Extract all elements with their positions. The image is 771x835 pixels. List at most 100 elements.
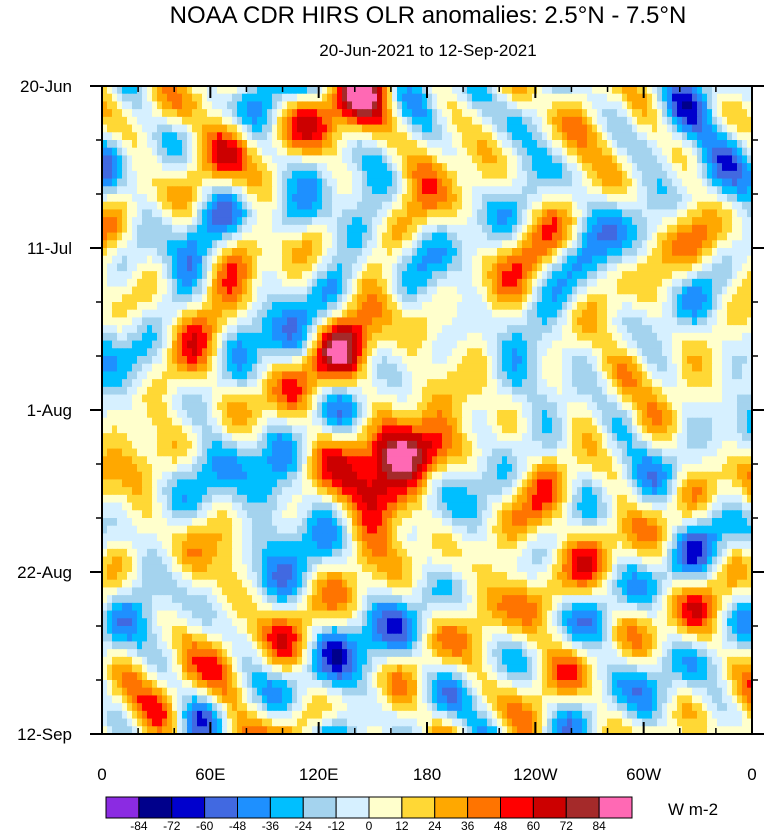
heatmap-cell: [157, 209, 163, 218]
heatmap-cell: [127, 132, 133, 141]
heatmap-cell: [472, 340, 478, 349]
heatmap-cell: [272, 325, 278, 334]
heatmap-cell: [652, 140, 658, 149]
heatmap-cell: [122, 332, 128, 342]
heatmap-cell: [362, 332, 368, 342]
heatmap-cell: [182, 93, 188, 103]
heatmap-cell: [217, 132, 223, 141]
heatmap-cell: [407, 147, 413, 157]
heatmap-cell: [427, 178, 433, 187]
heatmap-cell: [127, 155, 133, 164]
heatmap-cell: [742, 140, 748, 149]
heatmap-cell: [177, 363, 183, 373]
heatmap-cell: [507, 155, 513, 164]
heatmap-cell: [197, 286, 203, 295]
heatmap-cell: [392, 240, 398, 249]
heatmap-cell: [357, 116, 363, 126]
heatmap-cell: [297, 217, 303, 226]
heatmap-cell: [137, 263, 143, 272]
heatmap-cell: [677, 363, 683, 373]
heatmap-cell: [507, 271, 513, 280]
heatmap-cell: [167, 263, 173, 272]
heatmap-cell: [612, 163, 618, 172]
heatmap-cell: [577, 348, 583, 357]
heatmap-cell: [342, 317, 348, 326]
heatmap-cell: [517, 124, 523, 133]
heatmap-cell: [512, 116, 518, 126]
heatmap-cell: [627, 186, 633, 195]
heatmap-cell: [692, 278, 698, 288]
heatmap-cell: [297, 263, 303, 272]
heatmap-cell: [262, 109, 268, 118]
heatmap-cell: [467, 325, 473, 334]
heatmap-cell: [687, 124, 693, 133]
heatmap-cell: [207, 163, 213, 172]
heatmap-cell: [637, 255, 643, 265]
heatmap-cell: [477, 178, 483, 187]
heatmap-cell: [152, 101, 158, 110]
heatmap-cell: [102, 348, 108, 357]
heatmap-cell: [482, 325, 488, 334]
heatmap-cell: [587, 109, 593, 118]
heatmap-cell: [542, 186, 548, 195]
heatmap-cell: [597, 278, 603, 288]
heatmap-cell: [332, 109, 338, 118]
heatmap-cell: [692, 178, 698, 187]
heatmap-cell: [577, 309, 583, 319]
heatmap-cell: [222, 109, 228, 118]
heatmap-cell: [557, 209, 563, 218]
heatmap-cell: [677, 178, 683, 187]
heatmap-cell: [157, 255, 163, 265]
heatmap-cell: [672, 86, 678, 95]
heatmap-cell: [162, 209, 168, 218]
heatmap-cell: [197, 294, 203, 303]
heatmap-cell: [132, 240, 138, 249]
heatmap-cell: [662, 294, 668, 303]
heatmap-cell: [327, 240, 333, 249]
heatmap-cell: [657, 132, 663, 141]
heatmap-cell: [422, 101, 428, 110]
heatmap-cell: [527, 348, 533, 357]
heatmap-cell: [287, 86, 293, 95]
heatmap-cell: [362, 163, 368, 172]
heatmap-cell: [447, 155, 453, 164]
heatmap-cell: [527, 109, 533, 118]
heatmap-cell: [102, 170, 108, 180]
heatmap-cell: [277, 286, 283, 295]
heatmap-cell: [707, 147, 713, 157]
heatmap-cell: [522, 302, 528, 311]
heatmap-cell: [322, 248, 328, 257]
heatmap-cell: [277, 163, 283, 172]
heatmap-cell: [232, 163, 238, 172]
heatmap-cell: [352, 101, 358, 110]
heatmap-cell: [142, 186, 148, 195]
heatmap-cell: [567, 116, 573, 126]
heatmap-cell: [592, 317, 598, 326]
heatmap-cell: [537, 286, 543, 295]
heatmap-cell: [187, 286, 193, 295]
heatmap-cell: [617, 371, 623, 380]
heatmap-cell: [147, 201, 153, 211]
heatmap-cell: [212, 278, 218, 288]
heatmap-cell: [182, 309, 188, 319]
heatmap-cell: [632, 348, 638, 357]
heatmap-cell: [557, 278, 563, 288]
heatmap-cell: [302, 86, 308, 95]
heatmap-cell: [567, 263, 573, 272]
heatmap-cell: [557, 224, 563, 234]
heatmap-cell: [402, 348, 408, 357]
heatmap-cell: [662, 178, 668, 187]
heatmap-cell: [627, 132, 633, 141]
heatmap-cell: [542, 240, 548, 249]
heatmap-cell: [732, 302, 738, 311]
heatmap-cell: [722, 186, 728, 195]
heatmap-cell: [167, 147, 173, 157]
heatmap-cell: [677, 217, 683, 226]
heatmap-cell: [747, 325, 753, 334]
heatmap-cell: [607, 294, 613, 303]
heatmap-cell: [712, 132, 718, 141]
heatmap-cell: [562, 325, 568, 334]
heatmap-cell: [572, 356, 578, 365]
heatmap-cell: [612, 240, 618, 249]
heatmap-cell: [137, 101, 143, 110]
